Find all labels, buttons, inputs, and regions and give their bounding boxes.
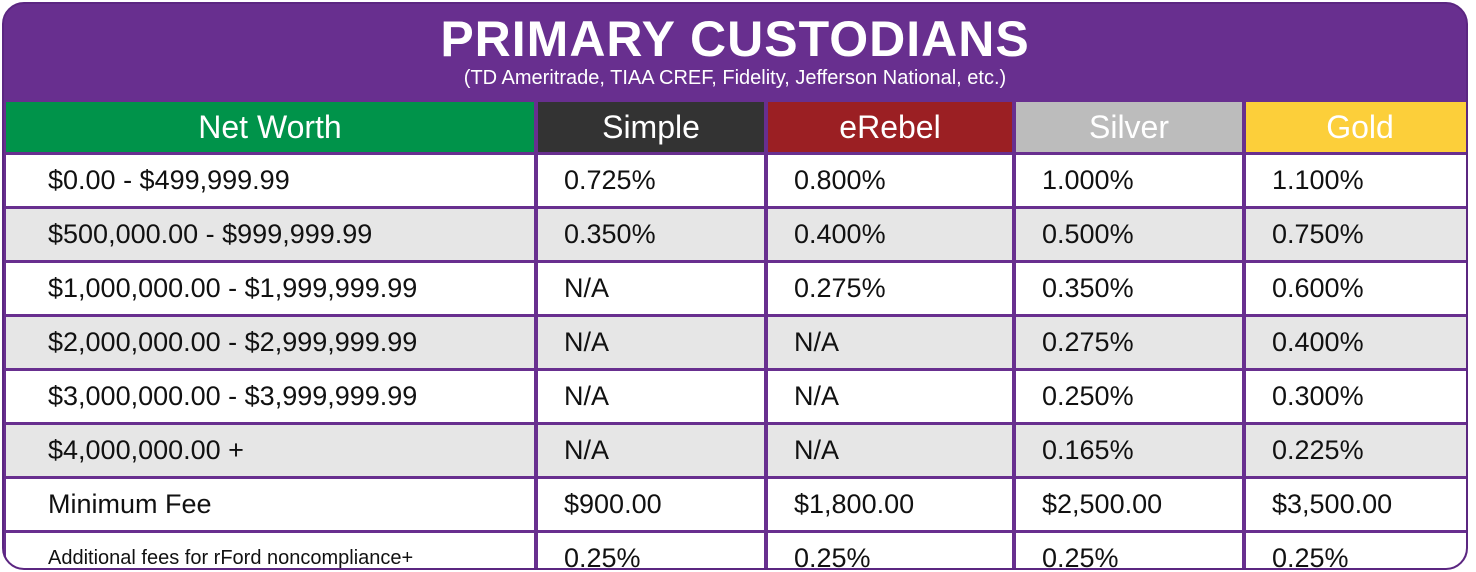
row-label: $2,000,000.00 - $2,999,999.99 <box>6 317 534 368</box>
cell-erebel: N/A <box>768 425 1012 476</box>
cell-simple: 0.725% <box>538 155 764 206</box>
header-simple: Simple <box>538 102 764 152</box>
cell-gold: 0.600% <box>1246 263 1466 314</box>
cell-gold: 0.225% <box>1246 425 1466 476</box>
page-subtitle: (TD Ameritrade, TIAA CREF, Fidelity, Jef… <box>463 67 1007 89</box>
cell-gold: 0.300% <box>1246 371 1466 422</box>
cell-gold: $3,500.00 <box>1246 479 1466 530</box>
cell-silver: 0.165% <box>1016 425 1242 476</box>
cell-simple: N/A <box>538 425 764 476</box>
row-label: $4,000,000.00 + <box>6 425 534 476</box>
cell-erebel: N/A <box>768 371 1012 422</box>
header-gold: Gold <box>1246 102 1466 152</box>
cell-simple: N/A <box>538 317 764 368</box>
cell-gold: 1.100% <box>1246 155 1466 206</box>
cell-erebel: 0.275% <box>768 263 1012 314</box>
header-net-worth: Net Worth <box>6 102 534 152</box>
cell-silver: 0.500% <box>1016 209 1242 260</box>
cell-gold: 0.400% <box>1246 317 1466 368</box>
cell-erebel: 0.25% <box>768 533 1012 568</box>
cell-erebel: N/A <box>768 317 1012 368</box>
cell-simple: N/A <box>538 263 764 314</box>
cell-silver: 0.275% <box>1016 317 1242 368</box>
page-title: PRIMARY CUSTODIANS <box>440 11 1030 67</box>
row-label-minimum-fee: Minimum Fee <box>6 479 534 530</box>
cell-silver: 1.000% <box>1016 155 1242 206</box>
row-label: $1,000,000.00 - $1,999,999.99 <box>6 263 534 314</box>
cell-erebel: 0.800% <box>768 155 1012 206</box>
cell-silver: $2,500.00 <box>1016 479 1242 530</box>
cell-simple: N/A <box>538 371 764 422</box>
cell-silver: 0.25% <box>1016 533 1242 568</box>
pricing-table: Net Worth Simple eRebel Silver Gold $0.0… <box>4 102 1466 568</box>
row-label: $3,000,000.00 - $3,999,999.99 <box>6 371 534 422</box>
cell-erebel: $1,800.00 <box>768 479 1012 530</box>
row-label: $500,000.00 - $999,999.99 <box>6 209 534 260</box>
header-erebel: eRebel <box>768 102 1012 152</box>
row-label-additional-fees: Additional fees for rFord noncompliance+ <box>6 533 534 568</box>
row-label: $0.00 - $499,999.99 <box>6 155 534 206</box>
cell-erebel: 0.400% <box>768 209 1012 260</box>
cell-gold: 0.25% <box>1246 533 1466 568</box>
cell-silver: 0.350% <box>1016 263 1242 314</box>
cell-gold: 0.750% <box>1246 209 1466 260</box>
cell-simple: 0.350% <box>538 209 764 260</box>
cell-silver: 0.250% <box>1016 371 1242 422</box>
cell-simple: 0.25% <box>538 533 764 568</box>
header-silver: Silver <box>1016 102 1242 152</box>
cell-simple: $900.00 <box>538 479 764 530</box>
